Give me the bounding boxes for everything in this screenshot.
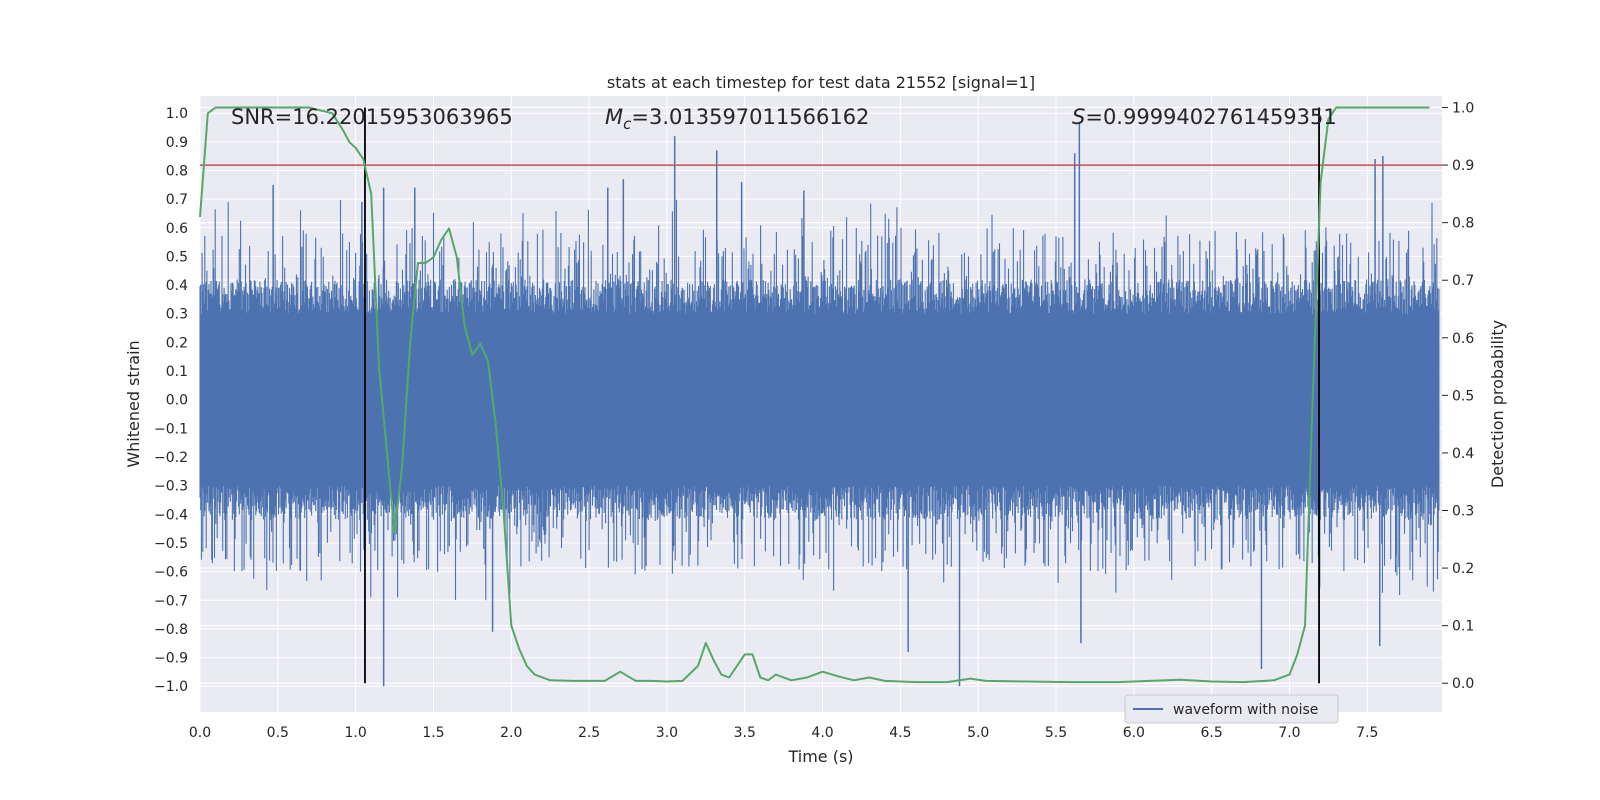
right-y-axis-label: Detection probability	[1488, 320, 1507, 488]
chirp-mass-subscript: c	[623, 115, 632, 133]
detection-score-symbol: S	[1072, 105, 1085, 129]
ticks: 0.0 0.5 1.0 1.5 2.0 2.5 3.0 3.5 4.0 4.5 5.0 5.5 6.0 6…	[154, 101, 1474, 741]
waveform-core	[200, 319, 1439, 480]
left-y-tick-label: 0.0	[166, 393, 188, 409]
overlays	[199, 106, 1442, 684]
left-y-tick-label: −0.1	[154, 421, 188, 437]
x-tick-label: 1.5	[422, 725, 444, 741]
x-tick-label: 3.0	[656, 725, 678, 741]
right-y-tick-label: 1.0	[1452, 101, 1474, 117]
x-tick-label: 3.5	[734, 725, 756, 741]
left-y-tick-label: −0.5	[154, 536, 188, 552]
x-tick-label: 1.0	[345, 725, 367, 741]
left-y-tick-label: −0.6	[154, 565, 188, 581]
left-y-tick-label: 0.9	[166, 135, 188, 151]
chart-title: stats at each timestep for test data 215…	[607, 73, 1035, 92]
left-y-tick-label: 0.6	[166, 221, 188, 237]
x-tick-label: 2.0	[500, 725, 522, 741]
legend-box	[1124, 694, 1339, 724]
snr-annotation: SNR=16.22015953063965	[231, 105, 513, 129]
right-y-tick-label: 0.0	[1452, 676, 1474, 692]
x-tick-label: 5.0	[967, 725, 989, 741]
right-y-tick-label: 0.9	[1452, 158, 1474, 174]
right-y-tick-label: 0.1	[1452, 619, 1474, 635]
x-tick-label: 4.5	[889, 725, 911, 741]
detection-score-value: =0.9999402761459351	[1085, 105, 1336, 129]
x-tick-label: 7.5	[1356, 725, 1378, 741]
right-y-tick-label: 0.8	[1452, 216, 1474, 232]
left-y-tick-label: 0.8	[166, 163, 188, 179]
left-y-tick-label: −0.2	[154, 450, 188, 466]
x-tick-label: 4.0	[811, 725, 833, 741]
x-tick-label: 0.5	[267, 725, 289, 741]
x-tick-label: 6.0	[1123, 725, 1145, 741]
left-y-tick-label: 0.4	[166, 278, 188, 294]
left-y-tick-label: −0.4	[154, 507, 188, 523]
left-y-tick-label: 0.7	[166, 192, 188, 208]
detection-score-annotation: S=0.9999402761459351	[1072, 105, 1337, 129]
right-y-tick-label: 0.7	[1452, 273, 1474, 289]
chirp-mass-value: =3.013597011566162	[631, 105, 869, 129]
chirp-mass-symbol: M	[605, 105, 623, 129]
left-y-tick-label: 0.2	[166, 335, 188, 351]
right-y-tick-label: 0.6	[1452, 331, 1474, 347]
right-y-tick-label: 0.2	[1452, 561, 1474, 577]
right-y-tick-label: 0.3	[1452, 504, 1474, 520]
x-tick-label: 6.5	[1201, 725, 1223, 741]
right-y-tick-label: 0.5	[1452, 388, 1474, 404]
legend: waveform with noise	[1124, 694, 1339, 724]
left-y-tick-label: 0.3	[166, 307, 188, 323]
detection-probability-line	[199, 106, 1430, 684]
left-y-tick-label: 1.0	[166, 106, 188, 122]
left-y-axis-label: Whitened strain	[124, 340, 143, 467]
left-y-tick-label: 0.5	[166, 249, 188, 265]
left-y-tick-label: −1.0	[154, 679, 188, 695]
x-tick-label: 0.0	[189, 725, 211, 741]
left-y-tick-label: 0.1	[166, 364, 188, 380]
left-y-tick-label: −0.8	[154, 622, 188, 638]
x-axis-label: Time (s)	[787, 747, 853, 766]
x-tick-label: 5.5	[1045, 725, 1067, 741]
right-y-tick-label: 0.4	[1452, 446, 1474, 462]
left-y-tick-label: −0.7	[154, 593, 188, 609]
x-tick-label: 2.5	[578, 725, 600, 741]
left-y-tick-label: −0.9	[154, 651, 188, 667]
legend-label: waveform with noise	[1173, 702, 1318, 718]
x-tick-label: 7.0	[1278, 725, 1300, 741]
chirp-mass-annotation: Mc=3.013597011566162	[605, 105, 869, 133]
left-y-tick-label: −0.3	[154, 479, 188, 495]
